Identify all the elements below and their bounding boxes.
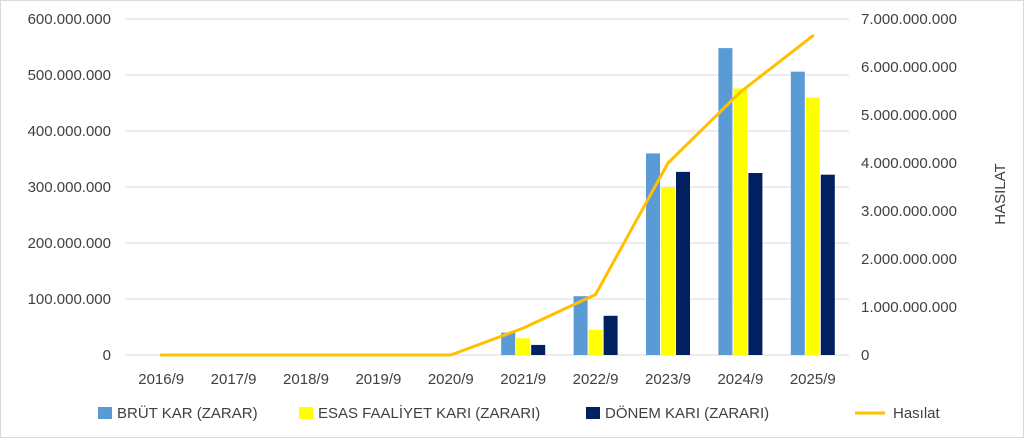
line-series <box>159 34 815 357</box>
legend-swatch <box>586 407 600 419</box>
line-hasilat <box>159 34 815 357</box>
x-tick-label: 2017/9 <box>211 371 257 388</box>
bar <box>790 71 805 355</box>
bar <box>676 171 690 355</box>
bar <box>661 187 675 355</box>
right-axis: 0 1.000.000.000 2.000.000.000 3.000.000.000… <box>861 11 957 364</box>
gridlines <box>125 18 849 356</box>
bar <box>748 173 763 355</box>
y-right-tick-label: 0 <box>861 347 869 364</box>
y-left-tick-label: 400.000.000 <box>28 123 111 140</box>
x-tick-label: 2025/9 <box>790 371 836 388</box>
legend-label: BRÜT KAR (ZARAR) <box>117 404 258 422</box>
bar <box>516 338 531 355</box>
bar-series <box>501 48 835 356</box>
y-right-tick-label: 7.000.000.000 <box>861 11 957 28</box>
left-axis: 0 100.000.000 200.000.000 300.000.000 400.00… <box>28 11 111 364</box>
bar <box>820 174 835 355</box>
x-tick-label: 2020/9 <box>428 371 474 388</box>
y-right-tick-label: 5.000.000.000 <box>861 107 957 124</box>
x-tick-label: 2019/9 <box>355 371 401 388</box>
y-left-tick-label: 200.000.000 <box>28 235 111 252</box>
bar <box>733 88 748 355</box>
x-tick-label: 2016/9 <box>138 371 184 388</box>
bar <box>603 315 618 355</box>
y-right-tick-label: 2.000.000.000 <box>861 251 957 268</box>
legend: BRÜT KAR (ZARAR) ESAS FAALİYET KARI (ZARA… <box>98 404 941 422</box>
y-left-tick-label: 300.000.000 <box>28 179 111 196</box>
x-tick-label: 2024/9 <box>717 371 763 388</box>
x-tick-label: 2022/9 <box>573 371 619 388</box>
legend-label: ESAS FAALİYET KARI (ZARARI) <box>318 404 540 422</box>
right-axis-title: HASILAT <box>992 163 1009 224</box>
y-right-tick-label: 6.000.000.000 <box>861 59 957 76</box>
x-tick-label: 2023/9 <box>645 371 691 388</box>
y-right-tick-label: 4.000.000.000 <box>861 155 957 172</box>
bar <box>805 97 820 356</box>
legend-label: Hasılat <box>893 405 941 422</box>
bar <box>531 344 546 355</box>
bar <box>646 153 660 355</box>
y-left-tick-label: 500.000.000 <box>28 67 111 84</box>
x-axis: 2016/9 2017/9 2018/9 2019/9 2020/9 2021/9 2022… <box>138 371 835 388</box>
bar <box>501 332 516 355</box>
bar <box>718 48 733 356</box>
legend-swatch <box>299 407 313 419</box>
y-right-tick-label: 1.000.000.000 <box>861 299 957 316</box>
y-left-tick-label: 100.000.000 <box>28 291 111 308</box>
x-tick-label: 2021/9 <box>500 371 546 388</box>
y-left-tick-label: 0 <box>103 347 111 364</box>
bar <box>588 329 603 355</box>
y-left-tick-label: 600.000.000 <box>28 11 111 28</box>
y-right-tick-label: 3.000.000.000 <box>861 203 957 220</box>
bar <box>573 296 588 355</box>
x-tick-label: 2018/9 <box>283 371 329 388</box>
legend-swatch <box>98 407 112 419</box>
legend-label: DÖNEM KARI (ZARARI) <box>605 404 769 422</box>
